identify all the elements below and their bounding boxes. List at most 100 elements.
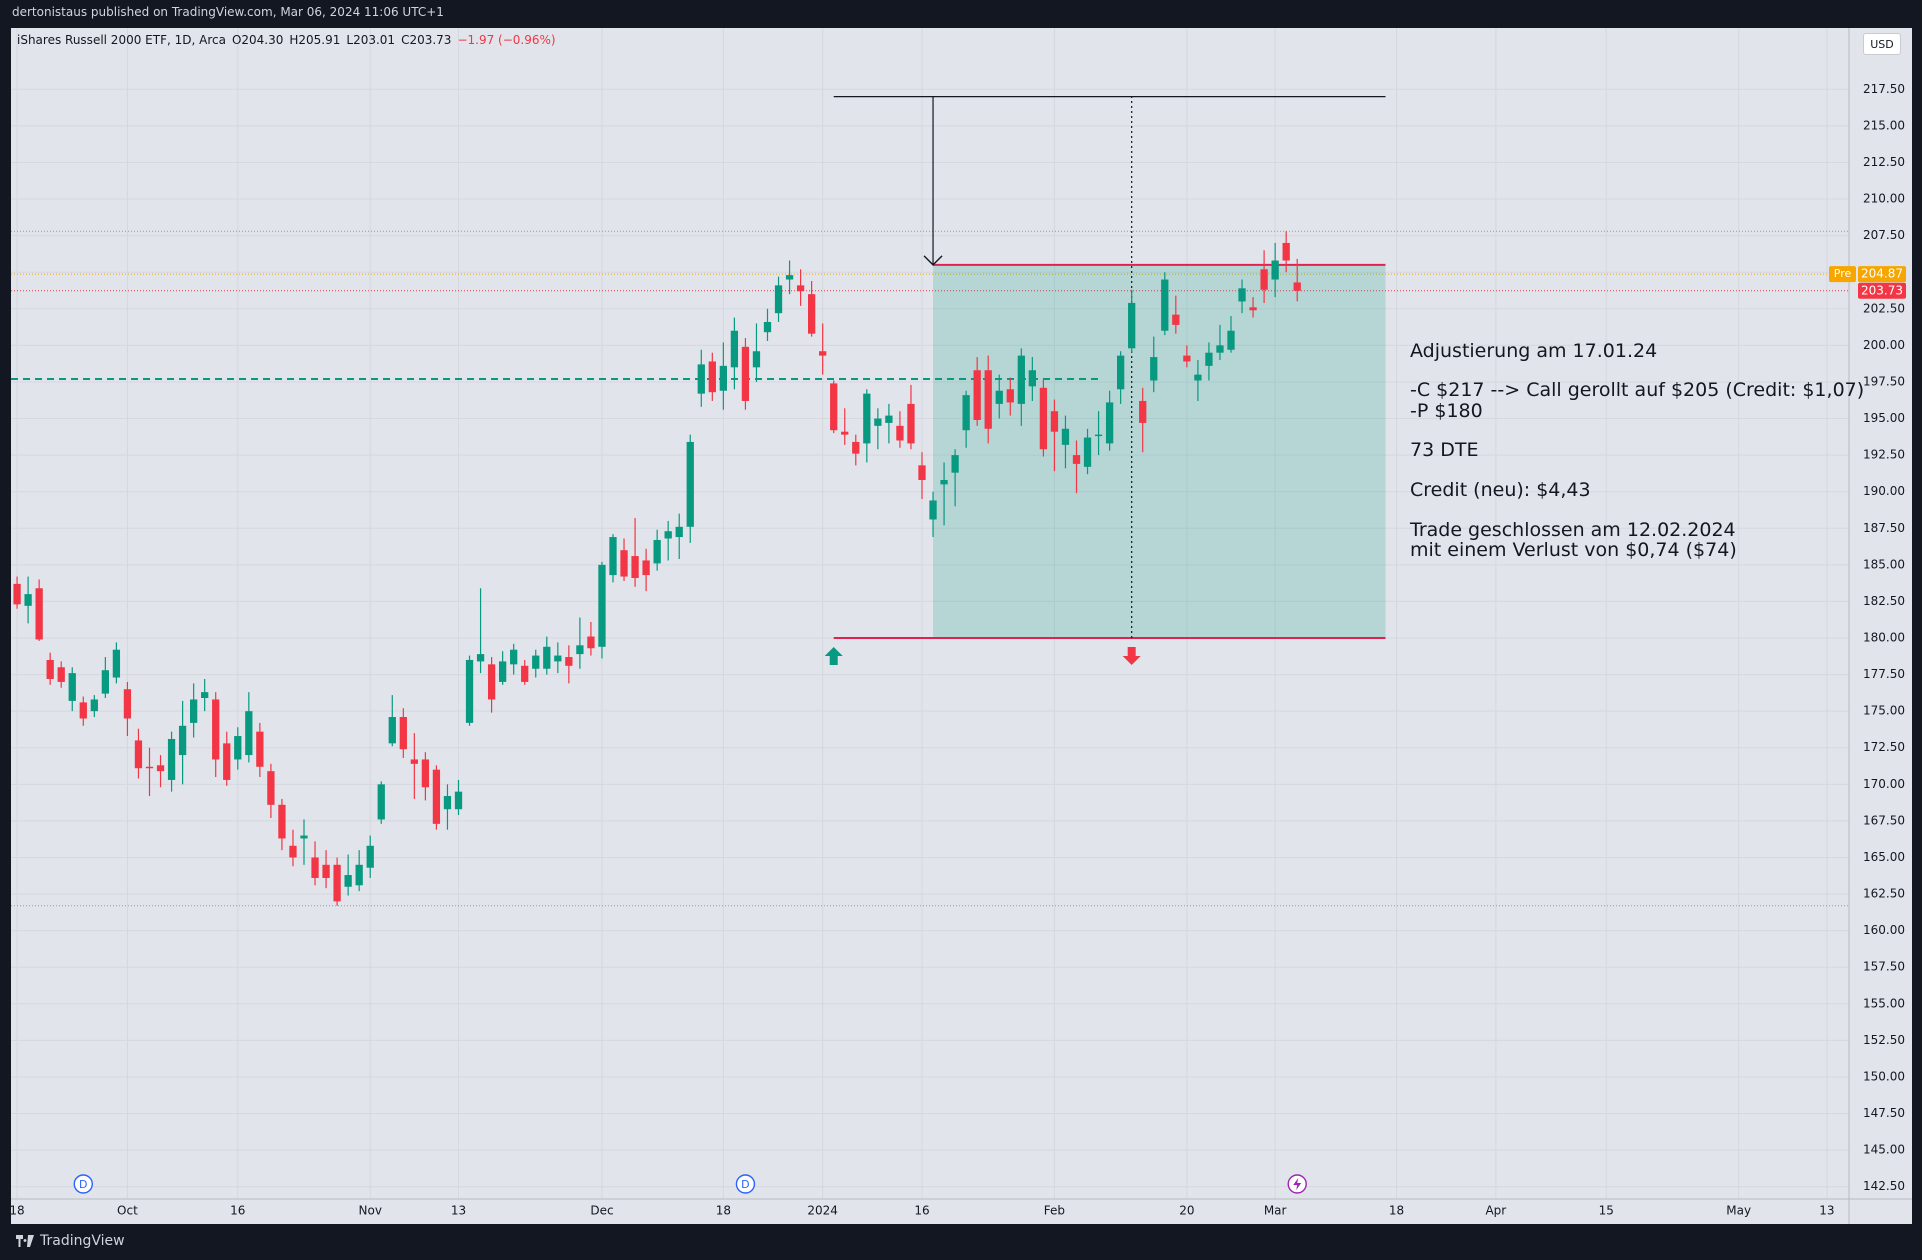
y-tick-label: 190.00	[1863, 484, 1905, 498]
candle-body	[101, 670, 109, 694]
candle-body	[167, 738, 176, 780]
candle-body	[498, 661, 507, 682]
candle-body	[1017, 355, 1025, 404]
x-tick-label: 13	[451, 1204, 466, 1218]
candle-body	[973, 370, 981, 420]
candle-body	[631, 556, 639, 579]
candle-body	[68, 673, 76, 701]
x-tick-label: 20	[1179, 1204, 1194, 1218]
candle-body	[1216, 345, 1224, 353]
y-tick-label: 177.50	[1863, 667, 1905, 681]
candle-body	[1161, 279, 1169, 331]
candle-body	[223, 743, 231, 780]
candle-body	[763, 321, 772, 333]
candle-body	[543, 646, 551, 669]
candle-body	[322, 864, 330, 878]
y-tick-label: 202.50	[1863, 301, 1905, 315]
x-tick-label: 13	[1819, 1204, 1834, 1218]
candle-body	[134, 740, 143, 769]
event-icon	[735, 1174, 756, 1194]
pre-tag-label: Pre	[1834, 267, 1852, 280]
candle-body	[874, 418, 882, 426]
candle-body	[178, 725, 187, 756]
candle-body	[145, 766, 154, 769]
candle-body	[1238, 288, 1246, 302]
candle-body	[1282, 242, 1290, 261]
candle-body	[1271, 260, 1279, 280]
candle-body	[1150, 357, 1158, 381]
candle-body	[24, 594, 32, 606]
candle-body	[1039, 387, 1048, 450]
candle-body	[454, 791, 463, 810]
candle-body	[708, 361, 716, 393]
candle-body	[366, 845, 374, 868]
signal-arrow	[824, 647, 843, 666]
candle-body	[510, 649, 518, 665]
logo	[16, 1235, 34, 1247]
candle-body	[1260, 269, 1268, 290]
candle-body	[35, 588, 43, 640]
candle-body	[156, 765, 165, 772]
candle-body	[863, 393, 871, 444]
note-line: -C $217 --> Call gerollt auf $205 (Credi…	[1410, 379, 1865, 401]
candle-body	[487, 664, 496, 700]
candle-body	[1205, 352, 1213, 366]
candle-body	[90, 699, 98, 712]
candle-body	[465, 659, 474, 723]
y-tick-label: 187.50	[1863, 521, 1905, 535]
candle-body	[476, 654, 485, 662]
x-tick-label: Feb	[1044, 1204, 1065, 1218]
note-line: Adjustierung am 17.01.24	[1410, 340, 1658, 362]
candle-body	[664, 531, 672, 539]
x-tick-label: Apr	[1485, 1204, 1506, 1218]
candle-body	[830, 383, 838, 431]
currency-button[interactable]: USD	[1863, 33, 1901, 55]
candle-body	[1249, 307, 1257, 311]
candle-body	[1194, 374, 1202, 381]
candle-body	[785, 275, 794, 280]
signal-arrow	[1122, 647, 1141, 666]
candle-body	[245, 711, 253, 756]
candle-body	[256, 731, 264, 767]
candle-body	[1293, 282, 1301, 291]
candle-body	[234, 736, 242, 760]
candle-body	[951, 455, 959, 473]
candle-body	[355, 864, 363, 886]
legend-value: −1.97 (−0.96%)	[457, 33, 556, 47]
candle-body	[907, 403, 915, 444]
candle-body	[1105, 402, 1114, 444]
candle-body	[752, 351, 761, 368]
candle-body	[841, 431, 849, 435]
x-tick-label: 15	[1599, 1204, 1614, 1218]
footer-brand: TradingView	[40, 1233, 125, 1249]
candle-body	[796, 285, 805, 292]
y-tick-label: 152.50	[1863, 1033, 1905, 1047]
price-tag	[1858, 266, 1906, 283]
footer: TradingView	[16, 1233, 125, 1249]
candle-body	[1094, 434, 1103, 437]
candle-body	[443, 796, 452, 810]
candle-body	[1006, 389, 1014, 403]
candle-body	[697, 364, 705, 394]
candle-body	[1050, 411, 1059, 432]
y-tick-label: 155.00	[1863, 996, 1905, 1010]
candle-body	[741, 346, 750, 401]
symbol-title: iShares Russell 2000 ETF, 1D, Arca	[17, 33, 226, 47]
legend-value: C203.73	[401, 33, 452, 47]
legend: iShares Russell 2000 ETF, 1D, Arca O204.3…	[17, 33, 562, 47]
candle-body	[995, 390, 1003, 404]
candle-body	[1117, 355, 1125, 390]
y-tick-label: 200.00	[1863, 338, 1905, 352]
candle-body	[1128, 302, 1136, 349]
candle-body	[852, 441, 860, 454]
publish-header: dertonistaus published on TradingView.co…	[12, 5, 444, 19]
candle-body	[598, 564, 606, 647]
trade-box	[933, 264, 1386, 639]
candle-body	[686, 441, 694, 527]
y-tick-label: 170.00	[1863, 777, 1905, 791]
candle-body	[333, 864, 341, 902]
candle-body	[57, 667, 65, 682]
candle-body	[1227, 330, 1235, 350]
note-line: mit einem Verlust von $0,74 ($74)	[1410, 539, 1737, 561]
candle-body	[984, 370, 992, 429]
